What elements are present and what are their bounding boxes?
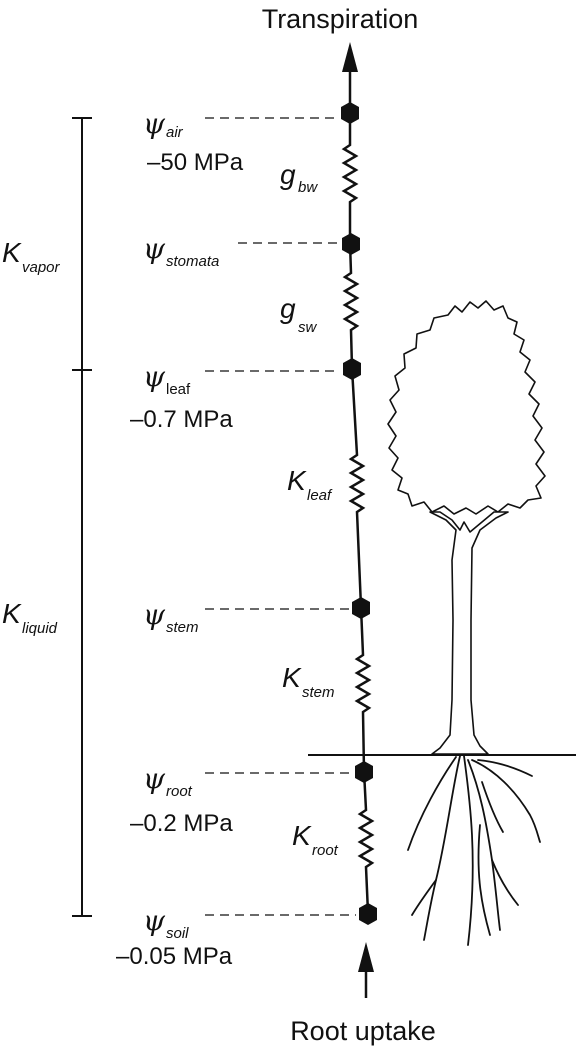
value-root: –0.2 MPa <box>130 810 233 837</box>
svg-text:root: root <box>166 783 193 800</box>
tree-roots-icon <box>407 755 541 946</box>
svg-text:ψ: ψ <box>143 762 166 795</box>
value-air: –50 MPa <box>147 149 244 176</box>
svg-text:sw: sw <box>298 319 318 336</box>
bracket-vapor <box>72 117 92 370</box>
svg-text:vapor: vapor <box>22 259 61 276</box>
svg-text:K: K <box>292 820 312 851</box>
title-transpiration: Transpiration <box>262 4 419 34</box>
value-soil: –0.05 MPa <box>116 943 233 970</box>
svg-text:stomata: stomata <box>166 253 219 270</box>
value-leaf: –0.7 MPa <box>130 406 233 433</box>
svg-text:K: K <box>287 465 307 496</box>
label-k-leaf: K leaf <box>287 465 333 504</box>
svg-text:leaf: leaf <box>166 381 191 398</box>
tree-trunk-icon <box>429 511 509 755</box>
svg-text:bw: bw <box>298 179 318 196</box>
node-leaf <box>343 358 361 380</box>
label-k-stem: K stem <box>282 662 335 701</box>
svg-text:ψ: ψ <box>143 598 166 631</box>
label-g-bw: g bw <box>280 159 318 196</box>
label-psi-leaf: ψ leaf <box>143 360 191 398</box>
label-g-sw: g sw <box>280 293 318 336</box>
label-psi-stem: ψ stem <box>143 598 199 636</box>
root-uptake-arrow <box>358 942 374 998</box>
svg-text:K: K <box>2 237 22 268</box>
svg-text:ψ: ψ <box>143 360 166 393</box>
svg-text:leaf: leaf <box>307 487 333 504</box>
label-k-liquid: K liquid <box>2 598 58 637</box>
svg-text:liquid: liquid <box>22 620 58 637</box>
node-root <box>355 761 373 783</box>
node-stomata <box>342 233 360 255</box>
svg-text:ψ: ψ <box>143 107 166 140</box>
title-root-uptake: Root uptake <box>290 1016 436 1046</box>
svg-text:K: K <box>282 662 302 693</box>
label-psi-soil: ψ soil <box>143 904 189 942</box>
label-psi-air: ψ air <box>143 107 184 141</box>
bracket-liquid <box>72 369 92 917</box>
svg-text:stem: stem <box>302 684 335 701</box>
label-psi-stomata: ψ stomata <box>143 232 219 270</box>
svg-text:g: g <box>280 159 296 190</box>
svg-text:air: air <box>166 124 184 141</box>
label-psi-root: ψ root <box>143 762 193 800</box>
svg-text:ψ: ψ <box>143 904 166 937</box>
transpiration-arrow <box>342 42 358 108</box>
svg-text:stem: stem <box>166 619 199 636</box>
circuit-line <box>341 112 375 914</box>
svg-text:g: g <box>280 293 296 324</box>
node-stem <box>352 597 370 619</box>
svg-text:ψ: ψ <box>143 232 166 265</box>
svg-text:soil: soil <box>166 925 189 942</box>
svg-text:K: K <box>2 598 22 629</box>
node-air <box>341 102 359 124</box>
label-k-vapor: K vapor <box>2 237 61 276</box>
svg-text:root: root <box>312 842 339 859</box>
node-soil <box>359 903 377 925</box>
tree-crown-icon <box>387 300 546 515</box>
label-k-root: K root <box>292 820 339 859</box>
